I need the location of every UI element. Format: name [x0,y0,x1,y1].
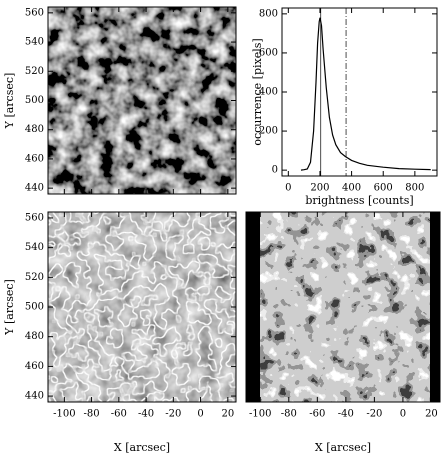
x-tick-label: 20 [221,409,234,420]
x-tick-label: -20 [165,409,181,420]
x-tick-label: 0 [400,409,406,420]
x-tick-label: 200 [310,183,329,194]
x-tick-label: -80 [84,409,100,420]
image-contours [48,212,236,402]
y-tick-label: 560 [25,7,44,18]
x-tick-label: -100 [53,409,75,420]
x-tick-label: -40 [138,409,154,420]
x-axis-label: brightness [counts] [305,194,413,207]
y-tick-label: 520 [25,66,44,77]
x-tick-label: 20 [425,409,438,420]
histogram-line [300,17,431,171]
y-tick-label: 560 [25,212,44,223]
x-tick-label: -60 [111,409,127,420]
x-tick-label: 0 [285,183,291,194]
y-tick-label: 440 [25,183,44,194]
x-tick-label: 600 [374,183,393,194]
y-tick-label: 440 [25,391,44,402]
x-axis-label: X [arcsec] [114,441,170,454]
x-tick-label: -20 [366,409,382,420]
y-tick-label: 600 [259,47,278,58]
y-tick-label: 500 [25,95,44,106]
mask-band [246,212,260,402]
y-tick-label: 540 [25,37,44,48]
image-granulation [48,7,236,194]
x-tick-label: -40 [338,409,354,420]
y-tick-label: 500 [25,302,44,313]
x-tick-label: -80 [281,409,297,420]
image-segmented [246,212,440,402]
y-tick-label: 520 [25,272,44,283]
y-tick-label: 460 [25,153,44,164]
x-tick-label: 400 [342,183,361,194]
x-axis-label: X [arcsec] [315,441,371,454]
y-tick-label: 0 [272,165,278,176]
frame [245,211,441,403]
x-tick-label: -60 [309,409,325,420]
y-tick-label: 400 [259,87,278,98]
y-tick-label: 480 [25,331,44,342]
frame [281,7,438,177]
x-tick-label: -100 [249,409,271,420]
mask-band [430,212,440,402]
y-tick-label: 460 [25,361,44,372]
y-tick-label: 540 [25,242,44,253]
y-axis-label: occurrence [pixels] [251,38,264,145]
y-tick-label: 480 [25,124,44,135]
y-tick-label: 200 [259,126,278,137]
y-axis-label: Y [arcsec] [3,73,16,130]
y-axis-label: Y [arcsec] [3,279,16,336]
x-tick-label: 0 [197,409,203,420]
y-tick-label: 800 [259,8,278,19]
x-tick-label: 800 [405,183,424,194]
